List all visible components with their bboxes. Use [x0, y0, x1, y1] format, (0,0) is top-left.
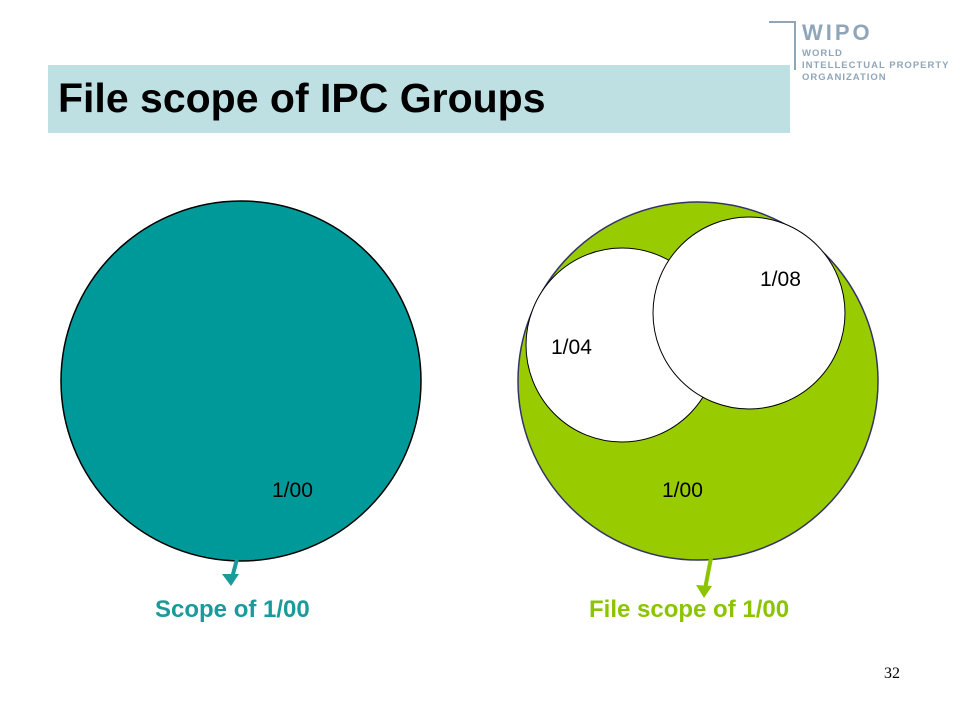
sub-group-label-1-08: 1/08 — [760, 268, 801, 291]
logo-line-world: WORLD — [802, 48, 843, 59]
logo-brand: WIPO — [802, 20, 873, 45]
caption-scope: Scope of 1/00 — [155, 596, 310, 623]
title-bar — [48, 65, 790, 133]
sub-group-circle-1-08 — [652, 216, 846, 410]
arrow-right — [696, 557, 713, 598]
logo-line-intellectual-property: INTELLECTUAL PROPERTY — [802, 60, 950, 71]
caption-file-scope: File scope of 1/00 — [589, 596, 790, 623]
left-circle-label: 1/00 — [272, 479, 313, 502]
scope-circle-left — [60, 200, 422, 562]
wipo-emblem-icon — [769, 21, 796, 70]
sub-group-label-1-04: 1/04 — [551, 336, 592, 359]
page-title: File scope of IPC Groups — [58, 75, 546, 121]
logo-line-organization: ORGANIZATION — [802, 72, 887, 83]
arrow-left — [222, 558, 239, 586]
page-number: 32 — [884, 665, 900, 682]
right-circle-label: 1/00 — [662, 479, 703, 502]
